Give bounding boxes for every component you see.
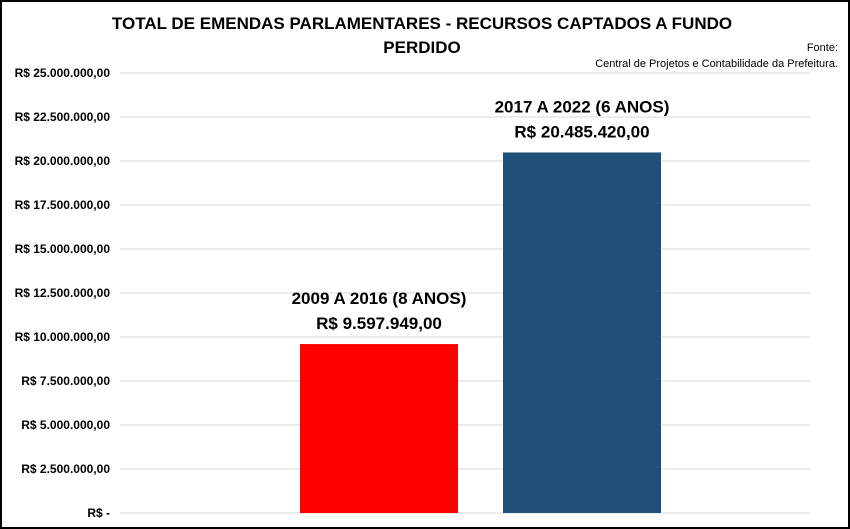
chart-title: TOTAL DE EMENDAS PARLAMENTARES - RECURSO…	[92, 12, 752, 60]
bar-category-label: 2009 A 2016 (8 ANOS)	[292, 289, 467, 308]
chart-source: Fonte: Central de Projetos e Contabilida…	[595, 40, 838, 72]
bar-1	[300, 344, 458, 513]
y-tick-label: R$ 20.000.000,00	[15, 154, 111, 168]
y-tick-label: R$ 25.000.000,00	[15, 66, 111, 80]
bar-category-label: 2017 A 2022 (6 ANOS)	[495, 97, 670, 116]
bar-value-label: R$ 9.597.949,00	[316, 314, 442, 333]
chart-title-line-2: PERDIDO	[383, 38, 461, 57]
y-tick-label: R$ 2.500.000,00	[21, 462, 110, 476]
bar-value-label: R$ 20.485.420,00	[514, 122, 649, 141]
chart-title-line-1: TOTAL DE EMENDAS PARLAMENTARES - RECURSO…	[111, 14, 733, 33]
y-tick-label: R$ 7.500.000,00	[21, 374, 110, 388]
source-label: Fonte:	[806, 42, 838, 54]
y-tick-label: R$ 22.500.000,00	[15, 110, 111, 124]
y-tick-label: R$ 10.000.000,00	[15, 330, 111, 344]
source-text: Central de Projetos e Contabilidade da P…	[595, 58, 838, 70]
bar-2	[503, 152, 661, 513]
y-tick-label: R$ 17.500.000,00	[15, 198, 111, 212]
y-tick-label: R$ 15.000.000,00	[15, 242, 111, 256]
y-tick-label: R$ 12.500.000,00	[15, 286, 111, 300]
y-tick-label: R$ 5.000.000,00	[21, 418, 110, 432]
y-tick-label: R$ -	[87, 506, 110, 520]
